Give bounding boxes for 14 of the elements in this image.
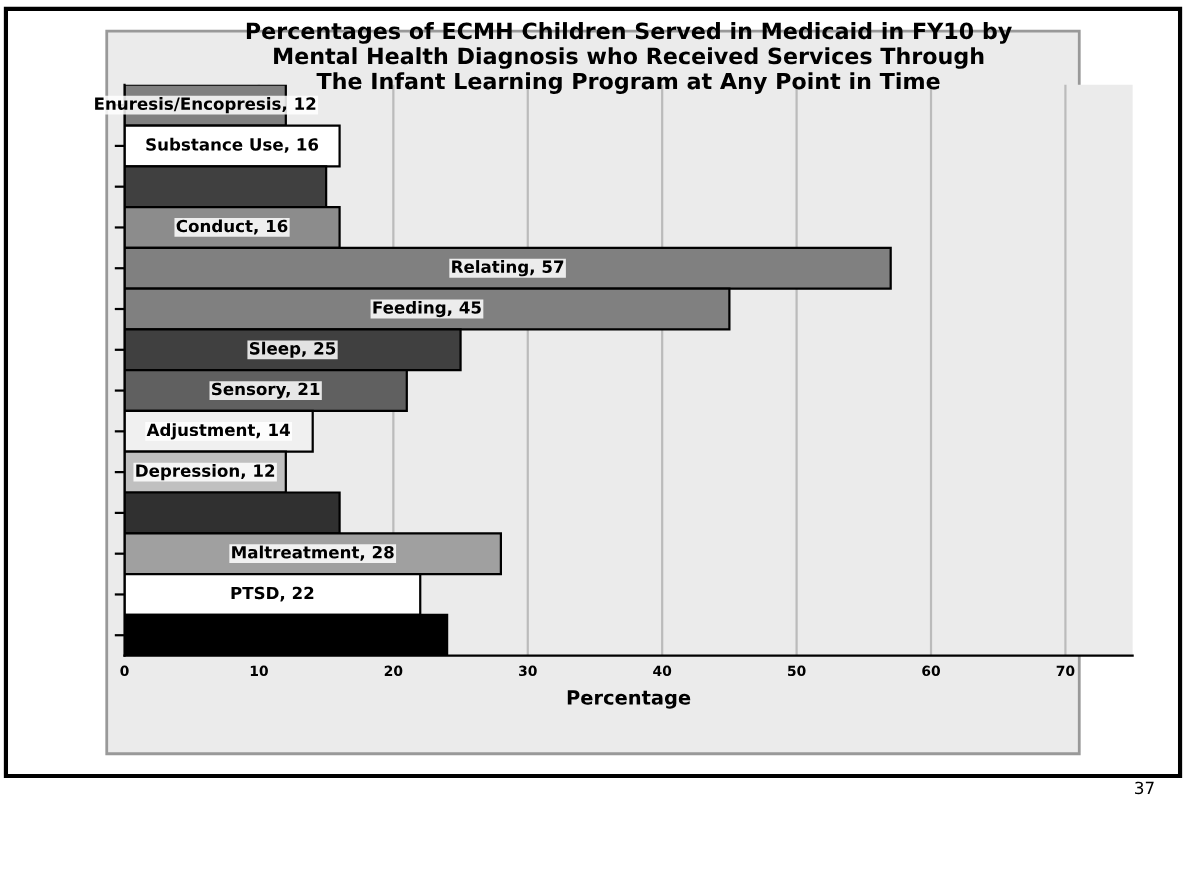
data-label: Depression, 12 <box>136 464 275 481</box>
data-label: Relating, 57 <box>452 260 564 277</box>
chart-title: Percentages of ECMH Children Served in Medicaid in FY10 by Mental Health Diagnosis who Received Services Through The Infant Learning Program at Any Point in Time <box>246 22 1012 94</box>
data-label: Conduct, 16 <box>176 219 288 235</box>
x-axis-title: Percentage <box>567 690 691 709</box>
data-label: Feeding, 45 <box>373 300 481 318</box>
data-label: Adjustment, 14 <box>146 423 290 440</box>
text: 37 <box>1135 781 1154 795</box>
data-label: Sleep, 25 <box>249 341 336 358</box>
data-label: Maltreatment, 28 <box>232 545 394 561</box>
data-label: Substance Use, 16 <box>146 137 319 153</box>
data-label: Enuresis/Encopresis, 12 <box>95 97 316 114</box>
data-label: Sensory, 21 <box>212 382 320 399</box>
data-label: PTSD, 22 <box>231 586 314 602</box>
